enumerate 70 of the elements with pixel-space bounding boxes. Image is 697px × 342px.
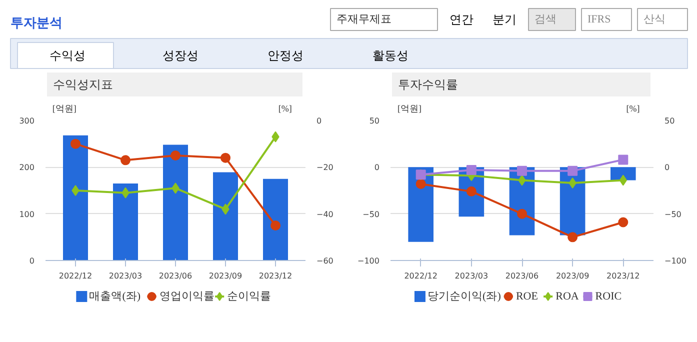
text: 산식	[644, 14, 666, 26]
y-tick-label: −100	[358, 256, 380, 266]
text: 연간	[450, 12, 474, 26]
point	[568, 166, 578, 176]
y-tick-label: 0	[374, 163, 380, 172]
point	[70, 138, 80, 149]
point	[568, 232, 578, 242]
text: 수익성	[50, 48, 86, 62]
y2-tick-label: 0	[316, 116, 322, 126]
x-tick-label: 2022/12	[58, 272, 92, 280]
y-tick-label: −50	[362, 210, 380, 219]
bar	[163, 144, 188, 260]
bar	[263, 178, 288, 260]
legend-label: ROE	[516, 290, 538, 302]
point	[416, 178, 426, 189]
bar	[113, 184, 138, 260]
x-tick-label: 2023/12	[258, 272, 292, 280]
point	[270, 220, 280, 230]
point	[466, 164, 476, 175]
bar	[63, 135, 88, 260]
x-tick-label: 2023/09	[556, 272, 590, 280]
point	[517, 166, 527, 176]
legend-label: 영업이익률	[159, 290, 214, 302]
x-tick-label: 2023/03	[454, 272, 488, 280]
point	[618, 154, 628, 165]
y2-axis-title: [%]	[278, 104, 292, 114]
text: 분기	[492, 12, 516, 26]
legend-label: ROA	[556, 290, 579, 302]
x-tick-label: 2023/12	[606, 272, 640, 280]
chart-title: 수익성지표	[53, 78, 114, 92]
point	[618, 217, 628, 228]
x-tick-label: 2022/12	[404, 272, 438, 280]
y-tick-label: 300	[19, 116, 35, 126]
point	[120, 155, 130, 166]
point	[517, 208, 527, 219]
y2-tick-label: −60	[316, 256, 334, 266]
y2-tick-label: −100	[664, 256, 686, 266]
point	[220, 152, 230, 163]
x-tick-label: 2023/09	[208, 272, 242, 280]
y2-axis-title: [%]	[626, 104, 640, 114]
text: 투자분석	[10, 15, 62, 30]
y-tick-label: 200	[19, 163, 35, 172]
text: 성장성	[162, 48, 198, 62]
x-tick-label: 2023/03	[108, 272, 142, 280]
y2-tick-label: −50	[664, 210, 682, 219]
y2-tick-label: −20	[316, 163, 334, 172]
y2-tick-label: 0	[664, 163, 670, 172]
y-axis-title: [억원]	[397, 104, 422, 114]
point	[466, 186, 476, 196]
point	[170, 150, 180, 160]
text: IFRS	[588, 14, 611, 26]
legend-label: 순이익률	[227, 290, 272, 302]
text: 활동성	[372, 48, 408, 62]
text: 검색	[534, 14, 556, 26]
y-tick-label: 0	[29, 256, 35, 266]
text: 안정성	[268, 48, 304, 62]
y2-tick-label: −40	[316, 210, 334, 219]
legend-label: ROIC	[595, 290, 622, 302]
legend-label: 당기순이익(좌)	[428, 290, 502, 302]
bar	[213, 172, 238, 260]
y-tick-label: 50	[369, 116, 380, 126]
x-tick-label: 2023/06	[158, 272, 192, 280]
chart-title: 투자수익률	[398, 78, 458, 92]
y-tick-label: 100	[19, 210, 35, 219]
legend-label: 매출액(좌)	[89, 290, 141, 302]
y-axis-title: [억원]	[52, 104, 76, 114]
y2-tick-label: 50	[664, 116, 675, 126]
point	[72, 185, 80, 196]
text: 주재무제표	[336, 14, 392, 26]
x-tick-label: 2023/06	[505, 272, 539, 280]
